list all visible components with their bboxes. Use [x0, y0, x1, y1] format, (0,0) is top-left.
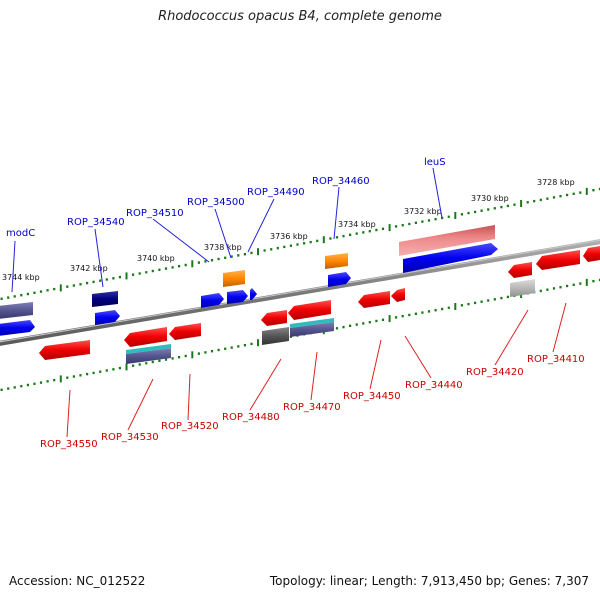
- gene-rop34480-b[interactable]: [262, 327, 289, 345]
- gene-rop34420-b[interactable]: [510, 279, 535, 297]
- tick-label-3730: 3730 kbp: [471, 194, 509, 203]
- label-rop34480[interactable]: ROP_34480: [222, 412, 280, 423]
- backbone-highlight: [0, 239, 600, 343]
- gene-modc-a[interactable]: [0, 302, 33, 319]
- label-leus[interactable]: leuS: [424, 157, 446, 168]
- tick-label-3742: 3742 kbp: [70, 264, 108, 273]
- gene-rop34540-b[interactable]: [95, 310, 120, 325]
- leader-rop34550: [66, 389, 71, 438]
- genome-summary-text: Topology: linear; Length: 7,913,450 bp; …: [269, 574, 589, 588]
- gene-rop34530-a[interactable]: [124, 327, 167, 347]
- bottom-leader-lines: [66, 302, 567, 438]
- leader-rop34470: [310, 351, 318, 401]
- gene-rop34470-c[interactable]: [290, 322, 334, 337]
- gene-rop34550[interactable]: [39, 340, 90, 360]
- leader-rop34480: [249, 358, 282, 411]
- label-rop34520[interactable]: ROP_34520: [161, 421, 219, 432]
- label-rop34540[interactable]: ROP_34540: [67, 217, 125, 228]
- tick-label-3738: 3738 kbp: [204, 243, 242, 252]
- label-rop34490[interactable]: ROP_34490: [247, 187, 305, 198]
- reverse-genes: [39, 246, 600, 364]
- gene-rop34440[interactable]: [391, 288, 405, 302]
- label-rop34550[interactable]: ROP_34550: [40, 439, 98, 450]
- gene-rop34470-a[interactable]: [288, 300, 331, 320]
- tick-label-3744: 3744 kbp: [2, 273, 40, 282]
- gene-rop34500-a[interactable]: [223, 270, 245, 287]
- label-rop34500[interactable]: ROP_34500: [187, 197, 245, 208]
- gene-rop34490[interactable]: [250, 288, 257, 300]
- leader-rop34530: [127, 378, 154, 431]
- leader-rop34420: [494, 309, 529, 366]
- top-gene-labels: modC ROP_34540 ROP_34510 ROP_34500 ROP_3…: [6, 157, 446, 239]
- gene-rop34470-b[interactable]: [290, 318, 334, 328]
- gene-modc-b[interactable]: [0, 320, 35, 336]
- gene-rop34410-b[interactable]: [583, 246, 600, 262]
- gene-rop34480-a[interactable]: [261, 310, 287, 326]
- bottom-gene-labels: ROP_34550 ROP_34530 ROP_34520 ROP_34480 …: [40, 354, 585, 450]
- tick-label-3734: 3734 kbp: [338, 220, 376, 229]
- forward-genes: [0, 225, 498, 336]
- gene-rop34460-b[interactable]: [328, 272, 351, 287]
- tick-label-3740: 3740 kbp: [137, 254, 175, 263]
- gene-leus-a[interactable]: [399, 225, 495, 256]
- label-rop34420[interactable]: ROP_34420: [466, 367, 524, 378]
- label-rop34470[interactable]: ROP_34470: [283, 402, 341, 413]
- leader-leus: [432, 167, 443, 219]
- tick-labels: 3728 kbp 3730 kbp 3732 kbp 3734 kbp 3736…: [2, 178, 575, 282]
- label-rop34450[interactable]: ROP_34450: [343, 391, 401, 402]
- gene-rop34420-a[interactable]: [508, 262, 532, 278]
- tick-label-3732: 3732 kbp: [404, 207, 442, 216]
- label-rop34440[interactable]: ROP_34440: [405, 380, 463, 391]
- tick-label-3736: 3736 kbp: [270, 232, 308, 241]
- leader-modc: [11, 240, 16, 293]
- leader-rop34460: [333, 186, 340, 240]
- gene-rop34410[interactable]: [536, 250, 580, 270]
- leader-rop34440: [404, 335, 432, 379]
- gene-rop34520[interactable]: [169, 323, 201, 340]
- leader-rop34410: [552, 302, 567, 353]
- leader-rop34500: [214, 208, 232, 259]
- label-rop34530[interactable]: ROP_34530: [101, 432, 159, 443]
- label-modc[interactable]: modC: [6, 228, 35, 239]
- map-title: Rhodococcus opacus B4, complete genome: [158, 9, 442, 24]
- gene-rop34460-a[interactable]: [325, 253, 348, 269]
- gene-leus-b[interactable]: [403, 243, 498, 273]
- genome-backbone: [0, 239, 600, 346]
- label-rop34460[interactable]: ROP_34460: [312, 176, 370, 187]
- gene-rop34540-a[interactable]: [92, 291, 118, 307]
- top-leader-lines: [11, 167, 443, 293]
- gene-rop34530-c[interactable]: [126, 348, 171, 364]
- leader-rop34510: [152, 218, 210, 263]
- label-rop34510[interactable]: ROP_34510: [126, 208, 184, 219]
- gene-rop34450[interactable]: [358, 291, 390, 308]
- label-rop34410[interactable]: ROP_34410: [527, 354, 585, 365]
- leader-rop34520: [187, 373, 191, 421]
- leader-rop34490: [247, 198, 275, 253]
- accession-text: Accession: NC_012522: [9, 574, 146, 588]
- leader-rop34540: [94, 228, 104, 288]
- leader-rop34450: [369, 339, 382, 390]
- gene-rop34500-b[interactable]: [227, 290, 248, 304]
- gene-rop34510[interactable]: [201, 293, 224, 308]
- gene-rop34530-b[interactable]: [126, 344, 171, 354]
- tick-label-3728: 3728 kbp: [537, 178, 575, 187]
